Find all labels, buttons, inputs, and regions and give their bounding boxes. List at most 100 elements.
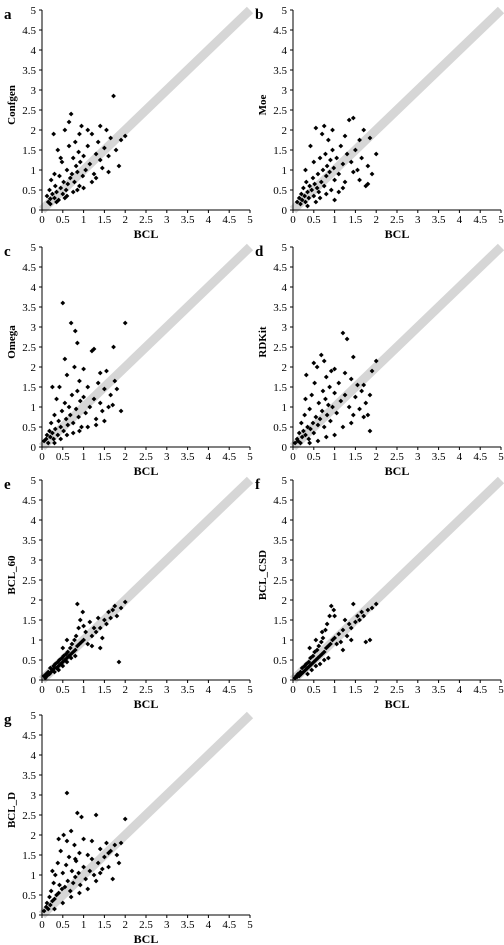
data-point: [319, 651, 325, 657]
data-point: [332, 197, 337, 203]
data-point: [63, 862, 69, 868]
x-tick-label: 3.5: [181, 451, 195, 463]
x-tick-label: 5: [247, 684, 253, 696]
x-tick-label: 0: [39, 919, 45, 931]
x-axis-title: BCL: [385, 227, 410, 241]
y-tick-label: 3: [31, 555, 37, 567]
panel-label: b: [255, 7, 263, 23]
data-point: [89, 643, 95, 649]
panel-c: 00 0.5 0.5 1 1 1.5 1.5 2 2 2.5 2.5 3 3 3.5 3.5 4 4 4.5 4.5…: [4, 242, 253, 478]
data-point: [332, 390, 337, 396]
data-point: [95, 380, 101, 386]
data-point: [45, 906, 51, 912]
data-point: [361, 414, 367, 420]
data-point: [97, 645, 103, 651]
data-point: [52, 195, 57, 201]
y-tick-label: 4.5: [22, 730, 36, 742]
data-point: [113, 147, 119, 153]
data-point: [77, 183, 82, 189]
x-tick-label: 0: [39, 451, 45, 463]
data-point: [52, 412, 57, 418]
y-tick-label: 0: [282, 675, 288, 687]
data-point: [318, 639, 324, 645]
data-point: [295, 438, 301, 444]
data-point: [306, 659, 312, 665]
data-point: [122, 320, 128, 326]
data-point: [367, 637, 373, 643]
data-point: [85, 127, 91, 133]
data-point: [77, 617, 83, 623]
data-point: [50, 868, 55, 874]
data-point: [340, 330, 346, 336]
y-tick-label: 4: [31, 750, 37, 762]
data-point: [70, 155, 76, 161]
x-tick-label: 2: [122, 451, 128, 463]
data-point: [62, 195, 68, 201]
data-point: [45, 440, 51, 446]
data-point: [81, 185, 86, 191]
y-tick-label: 4: [31, 282, 37, 294]
data-point: [61, 653, 67, 659]
x-tick-label: 4.5: [473, 214, 487, 226]
data-point: [47, 894, 52, 900]
data-point: [106, 404, 111, 410]
data-point: [52, 440, 57, 446]
data-point: [317, 195, 323, 201]
data-point: [338, 398, 344, 404]
data-point: [63, 416, 69, 422]
data-point: [369, 368, 375, 374]
data-point: [58, 436, 64, 442]
data-point: [58, 185, 64, 191]
data-point: [62, 127, 68, 133]
data-point: [327, 169, 333, 175]
data-point: [365, 163, 371, 169]
data-point: [57, 882, 62, 888]
x-tick-label: 3.5: [181, 214, 195, 226]
x-tick-label: 2.5: [139, 684, 153, 696]
data-point: [301, 428, 306, 434]
data-point: [74, 340, 80, 346]
y-tick-label: 1.5: [22, 382, 36, 394]
data-point: [346, 117, 352, 123]
data-point: [112, 378, 118, 384]
y-tick-label: 1.5: [273, 382, 287, 394]
y-tick-label: 0: [282, 442, 288, 454]
data-point: [311, 430, 317, 436]
y-tick-label: 1: [282, 165, 288, 177]
data-point: [54, 199, 59, 205]
data-point: [52, 906, 57, 912]
data-point: [332, 177, 337, 183]
data-point: [331, 165, 337, 171]
data-point: [340, 161, 346, 167]
y-tick-label: 3: [31, 790, 37, 802]
x-axis-title: BCL: [385, 464, 410, 478]
data-point: [66, 143, 72, 149]
x-tick-label: 1: [81, 919, 87, 931]
data-point: [321, 657, 327, 663]
data-point: [334, 155, 340, 161]
y-tick-label: 4.5: [22, 25, 36, 37]
y-tick-label: 1.5: [22, 145, 36, 157]
data-point: [64, 167, 70, 173]
data-point: [321, 123, 327, 129]
data-point: [296, 195, 302, 201]
y-tick-label: 0: [282, 205, 288, 217]
data-point: [353, 147, 358, 153]
data-point: [77, 159, 83, 165]
y-tick-label: 2.5: [22, 575, 36, 587]
data-point: [83, 629, 89, 635]
data-point: [60, 900, 66, 906]
data-point: [55, 147, 61, 153]
identity-band: [289, 6, 504, 214]
data-point: [72, 856, 78, 862]
data-point: [309, 667, 315, 673]
data-point: [348, 159, 354, 165]
data-point: [91, 171, 97, 177]
data-point: [44, 900, 50, 906]
data-point: [93, 812, 99, 818]
panel-f: 00 0.5 0.5 1 1 1.5 1.5 2 2 2.5 2.5 3 3 3.5 3.5 4 4 4.5 4.5…: [255, 475, 504, 711]
x-tick-label: 0.5: [56, 451, 70, 463]
data-point: [342, 179, 348, 185]
data-point: [110, 402, 116, 408]
data-point: [67, 888, 73, 894]
